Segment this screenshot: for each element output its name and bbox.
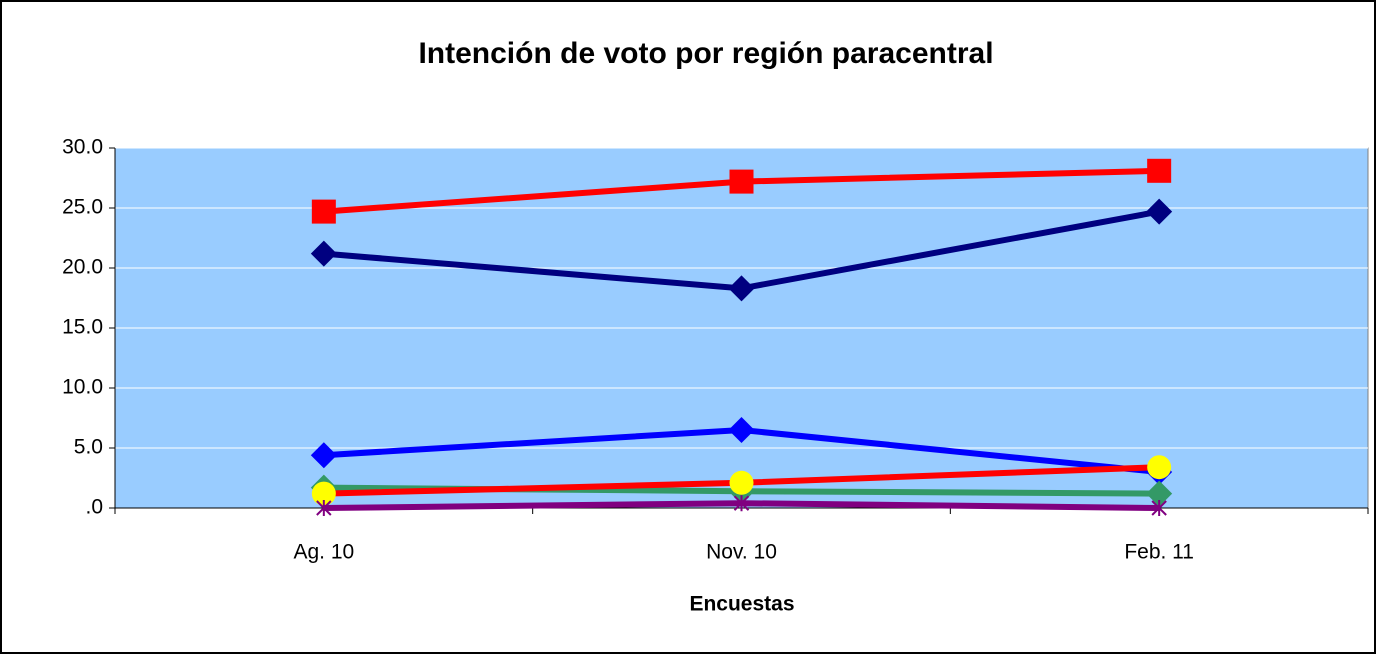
marker bbox=[310, 442, 337, 469]
marker bbox=[733, 495, 750, 512]
marker bbox=[1151, 500, 1167, 516]
marker bbox=[311, 481, 336, 506]
x-tick-label: Nov. 10 bbox=[706, 541, 777, 564]
marker bbox=[316, 500, 332, 516]
y-tick-label: 30.0 bbox=[62, 136, 103, 159]
marker bbox=[1146, 480, 1173, 507]
marker bbox=[310, 240, 337, 267]
y-tick-label: 5.0 bbox=[74, 436, 103, 459]
x-tick-label: Feb. 11 bbox=[1124, 541, 1194, 564]
x-tick-label: Ag. 10 bbox=[293, 541, 354, 564]
marker bbox=[311, 199, 336, 224]
marker bbox=[729, 470, 754, 495]
x-axis-title: Encuestas bbox=[689, 593, 794, 616]
y-tick-label: 15.0 bbox=[62, 316, 103, 339]
marker bbox=[728, 417, 755, 443]
chart-title: Intención de voto por región paracentral bbox=[418, 37, 993, 70]
marker bbox=[1146, 198, 1173, 225]
y-tick-label: 25.0 bbox=[62, 196, 103, 219]
y-tick-label: .0 bbox=[85, 496, 103, 519]
marker bbox=[1147, 455, 1172, 480]
y-tick-label: 10.0 bbox=[62, 376, 103, 399]
marker bbox=[728, 275, 755, 302]
marker bbox=[1147, 158, 1172, 183]
marker bbox=[729, 169, 754, 194]
y-tick-label: 20.0 bbox=[62, 256, 103, 279]
